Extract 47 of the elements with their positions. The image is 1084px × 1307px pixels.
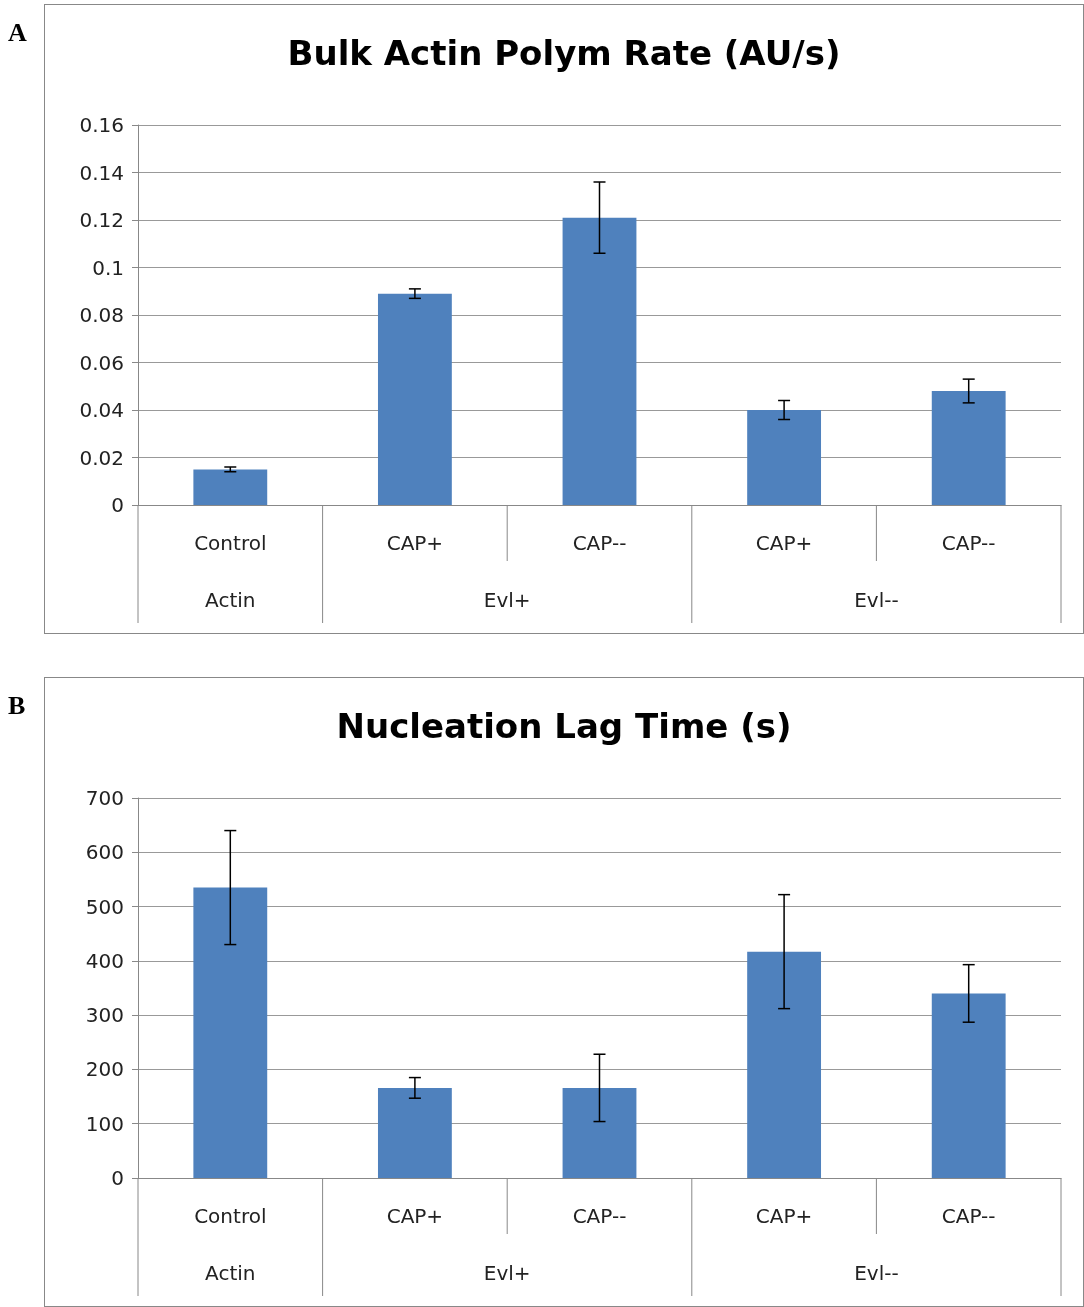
chart-title: Bulk Actin Polym Rate (AU/s) <box>287 33 841 73</box>
x-tick-label: CAP+ <box>755 1204 813 1228</box>
y-tick-label: 700 <box>85 786 124 810</box>
x-tick-label: Control <box>194 531 267 555</box>
bar <box>747 951 822 1178</box>
x-tick-label: CAP-- <box>572 1204 627 1228</box>
y-tick-label: 100 <box>85 1111 124 1136</box>
x-tick-label: CAP-- <box>941 1204 996 1228</box>
bar <box>377 293 452 505</box>
y-tick-label: 0.08 <box>79 303 124 327</box>
y-tick-label: 500 <box>85 894 124 919</box>
y-tick-label: 0 <box>111 1166 124 1190</box>
bar <box>193 469 268 505</box>
text: Evl-- <box>854 1261 899 1285</box>
x-tick-label: CAP+ <box>755 531 813 555</box>
y-tick-label: 600 <box>85 840 124 865</box>
chart-title: Nucleation Lag Time (s) <box>336 706 792 746</box>
bar <box>562 1087 637 1178</box>
x-tick-label: CAP+ <box>386 1204 444 1228</box>
bar <box>931 993 1006 1178</box>
text: Actin <box>205 588 256 612</box>
text: Evl-- <box>854 588 899 612</box>
y-tick-label: 0.16 <box>79 113 124 137</box>
bar <box>747 410 822 505</box>
y-tick-label: 0.14 <box>79 160 124 185</box>
bar <box>193 887 268 1178</box>
x-tick-label: CAP+ <box>386 531 444 555</box>
y-tick-label: 200 <box>85 1057 124 1082</box>
y-tick-label: 0.04 <box>79 398 124 422</box>
bar <box>377 1087 452 1178</box>
y-tick-label: 300 <box>85 1003 124 1028</box>
y-tick-label: 0.06 <box>79 350 124 375</box>
bar <box>931 391 1006 505</box>
y-tick-label: 0.12 <box>79 208 124 232</box>
y-tick-label: 400 <box>85 948 124 973</box>
y-tick-label: 0.1 <box>92 255 124 280</box>
text: A <box>8 18 27 48</box>
text: Actin <box>205 1261 256 1285</box>
x-tick-label: CAP-- <box>572 531 627 555</box>
x-tick-label: CAP-- <box>941 531 996 555</box>
y-tick-label: 0 <box>111 493 124 517</box>
text: Evl+ <box>483 588 531 612</box>
text: Evl+ <box>483 1261 531 1285</box>
y-tick-label: 0.02 <box>79 445 124 470</box>
bar <box>562 217 637 505</box>
text: B <box>8 691 26 721</box>
x-tick-label: Control <box>194 1204 267 1228</box>
